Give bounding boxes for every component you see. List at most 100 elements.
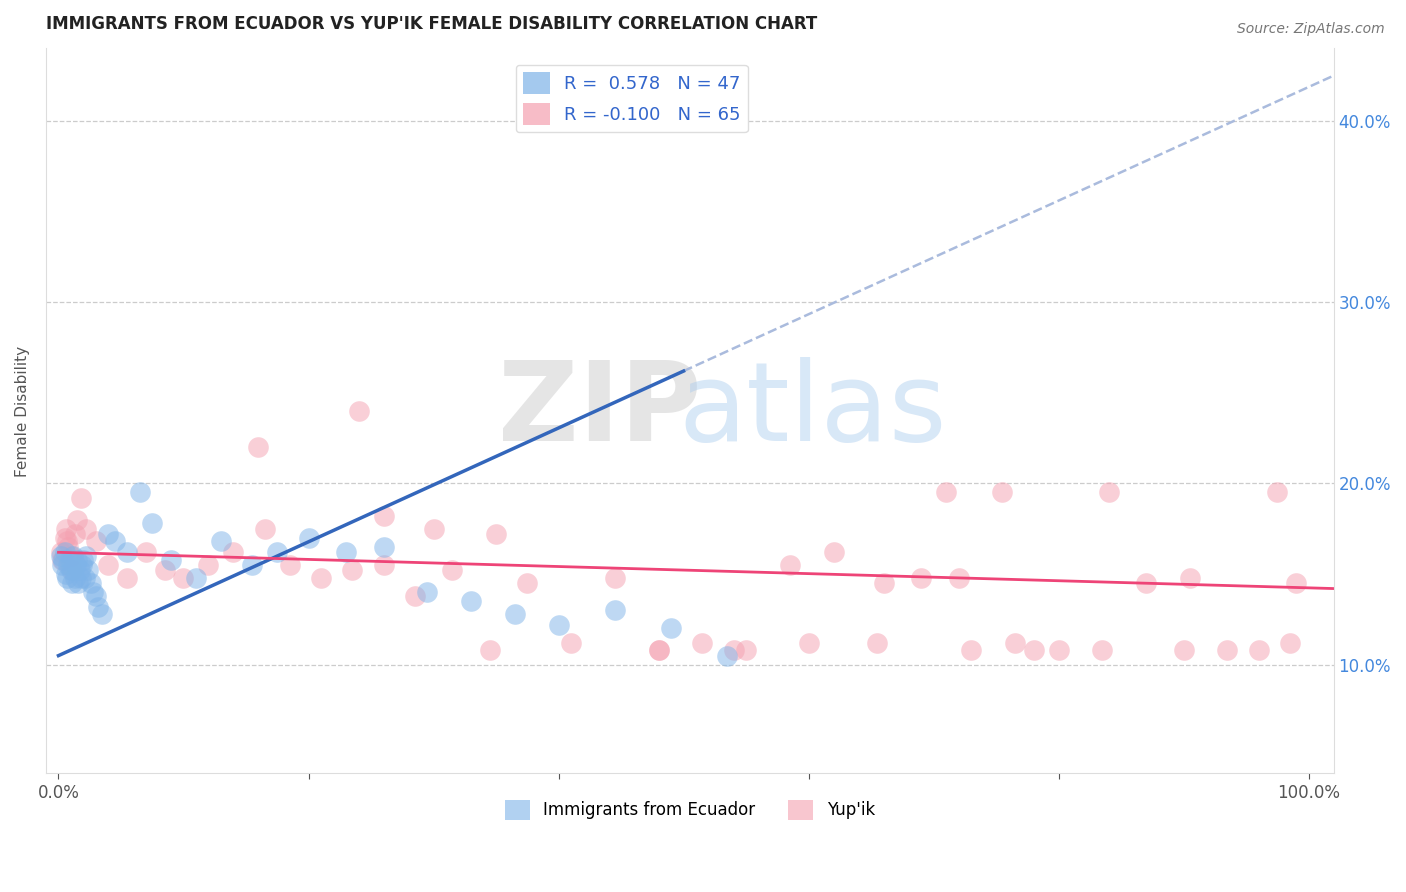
- Point: [115, 571, 138, 585]
- Point: [87, 599, 110, 614]
- Point: [659, 622, 682, 636]
- Point: [59, 558, 82, 572]
- Point: [560, 636, 582, 650]
- Point: [141, 516, 163, 531]
- Point: [75, 522, 97, 536]
- Point: [240, 558, 263, 572]
- Point: [115, 545, 138, 559]
- Point: [735, 643, 758, 657]
- Point: [51, 558, 73, 572]
- Point: [59, 549, 82, 563]
- Point: [948, 571, 970, 585]
- Point: [823, 545, 845, 559]
- Point: [67, 576, 90, 591]
- Text: atlas: atlas: [678, 358, 946, 465]
- Point: [723, 643, 745, 657]
- Point: [56, 534, 79, 549]
- Point: [422, 522, 444, 536]
- Point: [441, 564, 464, 578]
- Point: [1267, 485, 1289, 500]
- Point: [59, 564, 82, 578]
- Point: [49, 545, 72, 559]
- Point: [373, 558, 395, 572]
- Point: [872, 576, 894, 591]
- Point: [73, 571, 96, 585]
- Point: [478, 643, 501, 657]
- Point: [75, 549, 97, 563]
- Point: [342, 564, 364, 578]
- Text: ZIP: ZIP: [498, 358, 702, 465]
- Point: [60, 564, 83, 578]
- Point: [960, 643, 983, 657]
- Point: [910, 571, 932, 585]
- Point: [53, 531, 76, 545]
- Point: [647, 643, 669, 657]
- Point: [991, 485, 1014, 500]
- Point: [55, 567, 77, 582]
- Point: [49, 549, 72, 563]
- Point: [66, 552, 89, 566]
- Text: IMMIGRANTS FROM ECUADOR VS YUP'IK FEMALE DISABILITY CORRELATION CHART: IMMIGRANTS FROM ECUADOR VS YUP'IK FEMALE…: [46, 15, 817, 33]
- Point: [222, 545, 245, 559]
- Point: [866, 636, 889, 650]
- Point: [91, 607, 114, 621]
- Point: [503, 607, 526, 621]
- Point: [53, 545, 76, 559]
- Point: [1278, 636, 1301, 650]
- Point: [153, 564, 176, 578]
- Point: [1216, 643, 1239, 657]
- Point: [63, 571, 86, 585]
- Text: Source: ZipAtlas.com: Source: ZipAtlas.com: [1237, 22, 1385, 37]
- Point: [460, 594, 482, 608]
- Point: [716, 648, 738, 663]
- Point: [70, 571, 93, 585]
- Point: [485, 527, 508, 541]
- Point: [55, 522, 77, 536]
- Point: [692, 636, 714, 650]
- Point: [404, 589, 426, 603]
- Point: [603, 571, 626, 585]
- Point: [247, 440, 270, 454]
- Legend: Immigrants from Ecuador, Yup'ik: Immigrants from Ecuador, Yup'ik: [498, 793, 882, 827]
- Point: [1135, 576, 1157, 591]
- Point: [297, 531, 319, 545]
- Point: [51, 552, 73, 566]
- Point: [779, 558, 801, 572]
- Point: [58, 558, 80, 572]
- Point: [373, 509, 395, 524]
- Point: [253, 522, 276, 536]
- Point: [1022, 643, 1045, 657]
- Point: [647, 643, 669, 657]
- Point: [416, 585, 439, 599]
- Point: [309, 571, 332, 585]
- Point: [72, 552, 94, 566]
- Point: [70, 491, 93, 505]
- Point: [77, 564, 100, 578]
- Point: [373, 540, 395, 554]
- Point: [69, 564, 91, 578]
- Point: [80, 576, 103, 591]
- Point: [278, 558, 301, 572]
- Point: [58, 540, 80, 554]
- Point: [84, 589, 107, 603]
- Point: [84, 534, 107, 549]
- Point: [935, 485, 957, 500]
- Point: [59, 552, 82, 566]
- Y-axis label: Female Disability: Female Disability: [15, 345, 30, 476]
- Point: [173, 571, 195, 585]
- Point: [104, 534, 127, 549]
- Point: [603, 603, 626, 617]
- Point: [52, 552, 75, 566]
- Point: [797, 636, 820, 650]
- Point: [1173, 643, 1195, 657]
- Point: [97, 558, 120, 572]
- Point: [1047, 643, 1070, 657]
- Point: [135, 545, 157, 559]
- Point: [335, 545, 357, 559]
- Point: [1091, 643, 1114, 657]
- Point: [160, 552, 183, 566]
- Point: [347, 404, 370, 418]
- Point: [97, 527, 120, 541]
- Point: [197, 558, 219, 572]
- Point: [1004, 636, 1026, 650]
